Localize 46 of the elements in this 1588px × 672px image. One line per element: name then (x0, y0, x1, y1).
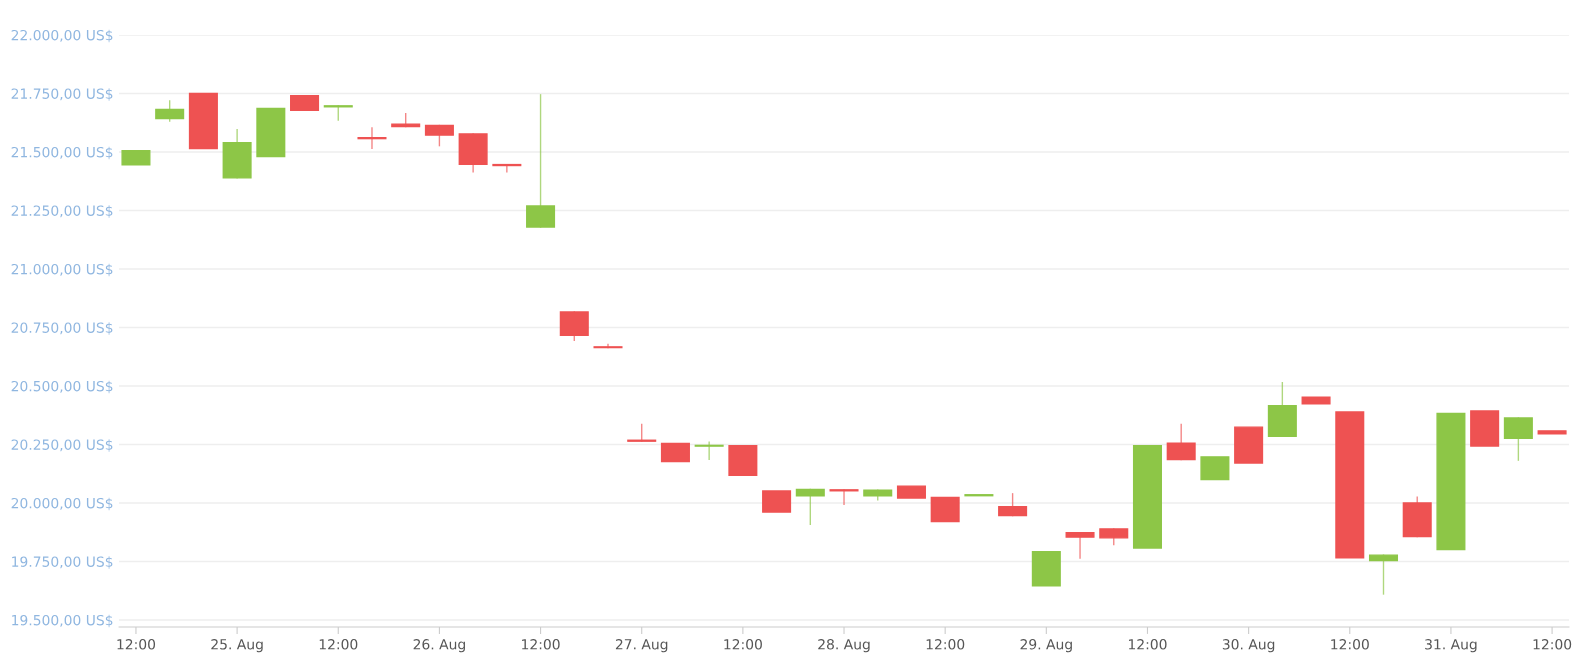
candlestick (188, 92, 218, 150)
y-tick-label: 19.750,00 US$ (12, 556, 113, 569)
x-tick-label: 25. Aug (211, 639, 263, 653)
x-tick-label: 12:00 (724, 639, 762, 650)
x-tick-label: 12:00 (1533, 639, 1572, 650)
y-tick-label: 21.750,00 US$ (11, 88, 113, 101)
x-tick-label: 12:00 (926, 639, 965, 650)
candlestick (1234, 426, 1264, 464)
candlestick (694, 441, 724, 461)
candlestick (1031, 550, 1061, 587)
x-tick-label: 12:00 (522, 639, 560, 650)
candlestick (762, 490, 792, 513)
x-tick-label: 12:00 (319, 639, 358, 650)
y-tick-label: 20.000,00 US$ (11, 497, 113, 511)
candlestick (896, 485, 926, 499)
y-tick-label: 21.500,00 US$ (11, 146, 113, 160)
candlestick (728, 444, 758, 477)
candlestick (290, 95, 320, 111)
y-tick-label: 21.000,00 US$ (11, 263, 113, 277)
y-tick-label: 19.500,00 US$ (12, 614, 113, 628)
candlestick (1436, 412, 1466, 551)
candlestick (1132, 444, 1162, 549)
x-tick-label: 27. Aug (615, 639, 668, 653)
x-tick-label: 30. Aug (1222, 639, 1275, 653)
y-tick-label: 20.750,00 US$ (11, 322, 113, 335)
x-tick-label: 29. Aug (1020, 639, 1072, 653)
candlestick (1200, 456, 1230, 481)
candlestick (930, 496, 960, 523)
y-tick-label: 21.250,00 US$ (11, 205, 113, 218)
candlestick (660, 442, 690, 463)
candlestick (121, 150, 151, 166)
y-tick-label: 22.000,00 US$ (11, 29, 113, 43)
x-tick-label: 12:00 (117, 639, 156, 650)
x-tick-label: 12:00 (1331, 639, 1369, 650)
x-tick-label: 26. Aug (413, 639, 465, 653)
x-tick-label: 12:00 (1128, 639, 1167, 650)
candlestick (1470, 410, 1500, 447)
candlestick (1335, 411, 1365, 559)
candlestick (256, 107, 286, 158)
y-tick-label: 20.500,00 US$ (11, 380, 113, 394)
x-tick-label: 28. Aug (818, 639, 870, 653)
candlestick (593, 343, 623, 349)
candlestick (1537, 430, 1567, 435)
y-tick-label: 20.250,00 US$ (11, 439, 113, 452)
candlestick (1301, 396, 1331, 405)
x-tick-label: 31. Aug (1425, 639, 1477, 653)
